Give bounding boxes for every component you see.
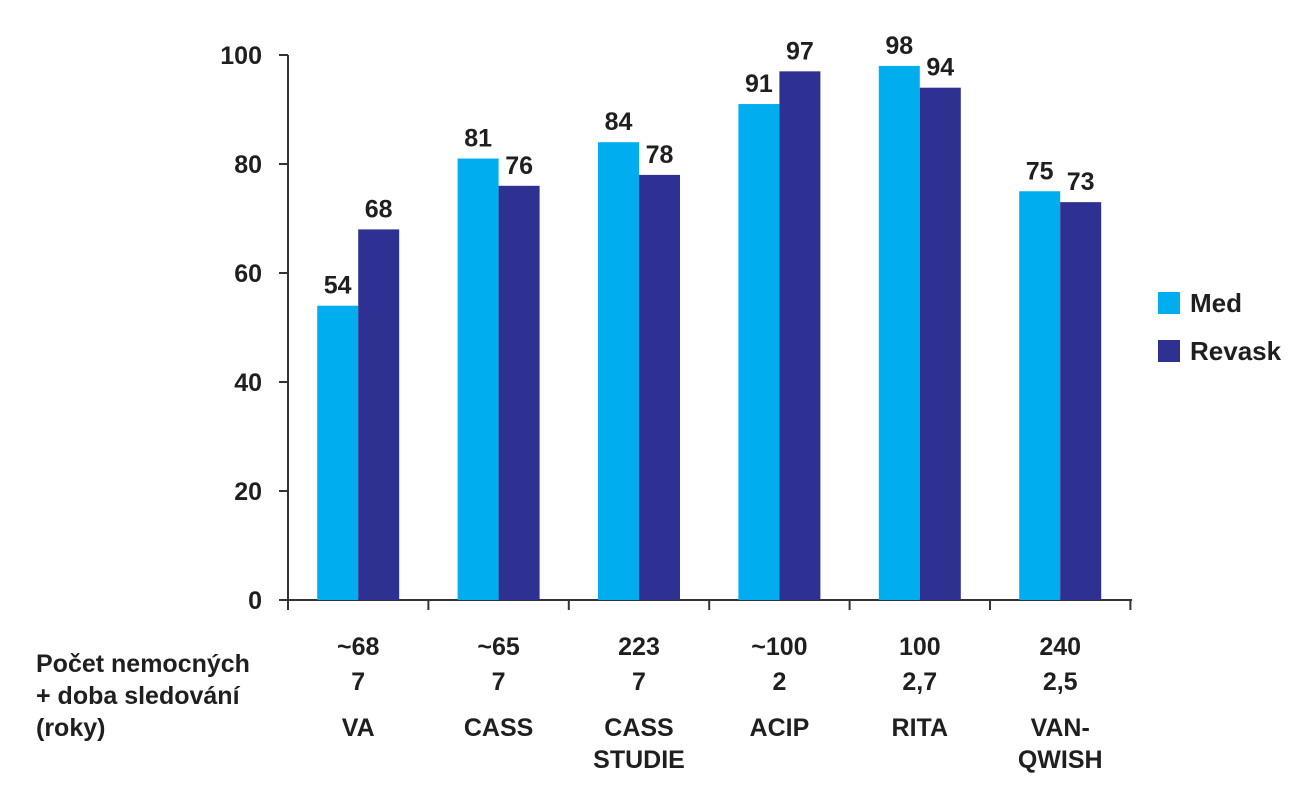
data-label-revask: 68 xyxy=(365,195,393,223)
data-label-revask: 94 xyxy=(926,54,954,82)
legend-label-revask: Revask xyxy=(1190,336,1282,366)
category-years: 2,7 xyxy=(902,668,937,696)
category-count: ~68 xyxy=(337,633,380,661)
bar-revask xyxy=(779,71,821,601)
bar-med xyxy=(1019,191,1061,600)
y-axis: 0 20 40 60 80 100 xyxy=(220,42,289,615)
legend-swatch-med xyxy=(1158,292,1180,314)
bar-med xyxy=(598,142,639,600)
y-tick-label: 60 xyxy=(234,260,262,288)
y-tick-label: 80 xyxy=(234,151,262,179)
data-label-med: 75 xyxy=(1026,157,1054,185)
category-count: 240 xyxy=(1039,633,1081,661)
row-label-line: + doba sledování xyxy=(36,682,241,710)
bar-revask xyxy=(1060,202,1102,600)
bar-med xyxy=(317,305,359,600)
data-label-med: 84 xyxy=(605,108,633,136)
data-label-revask: 76 xyxy=(505,152,533,180)
category-name: CASS xyxy=(604,714,673,742)
bar-revask xyxy=(498,185,540,601)
legend: Med Revask xyxy=(1158,288,1282,366)
bar-med xyxy=(878,65,920,600)
y-tick-label: 100 xyxy=(220,42,262,70)
data-label-med: 81 xyxy=(464,125,492,153)
category-years: 7 xyxy=(351,668,365,696)
row-label-line: (roky) xyxy=(36,714,105,742)
category-count: ~65 xyxy=(477,633,520,661)
category-years: 2 xyxy=(772,668,786,696)
category-count: 223 xyxy=(618,633,660,661)
category-name: VA xyxy=(342,714,375,742)
legend-label-med: Med xyxy=(1190,288,1242,318)
category-years: 7 xyxy=(632,668,646,696)
category-name: VAN- xyxy=(1031,714,1090,742)
category-count: 100 xyxy=(899,633,941,661)
y-tick-label: 20 xyxy=(234,478,262,506)
category-name: RITA xyxy=(892,714,948,742)
value-labels: 54 68 81 76 84 78 91 97 98 94 75 73 xyxy=(324,32,1095,300)
bar-med xyxy=(457,158,499,601)
data-label-med: 54 xyxy=(324,272,352,300)
category-years: 7 xyxy=(492,668,506,696)
x-axis xyxy=(287,599,1132,610)
bars xyxy=(317,65,1102,601)
data-label-revask: 78 xyxy=(646,141,674,169)
data-label-med: 91 xyxy=(745,70,773,98)
bar-med xyxy=(738,104,780,601)
y-tick-label: 0 xyxy=(248,587,262,615)
category-name: ACIP xyxy=(750,714,810,742)
row-label: Počet nemocných + doba sledování (roky) xyxy=(36,650,250,742)
data-label-revask: 73 xyxy=(1067,168,1095,196)
legend-swatch-revask xyxy=(1158,340,1180,362)
category-count: ~100 xyxy=(751,633,807,661)
row-label-line: Počet nemocných xyxy=(36,650,250,678)
data-label-med: 98 xyxy=(885,32,913,60)
category-name: STUDIE xyxy=(593,746,685,774)
category-labels: ~68 7 VA ~65 7 CASS 223 7 CASS STUDIE ~100 2 ACIP 100… xyxy=(337,633,1103,774)
bar-revask xyxy=(919,87,961,600)
bar-revask xyxy=(358,229,400,600)
category-name: CASS xyxy=(464,714,533,742)
data-label-revask: 97 xyxy=(786,37,814,65)
bar-revask xyxy=(639,174,680,600)
category-name: QWISH xyxy=(1018,746,1103,774)
category-years: 2,5 xyxy=(1043,668,1078,696)
y-tick-label: 40 xyxy=(234,369,262,397)
